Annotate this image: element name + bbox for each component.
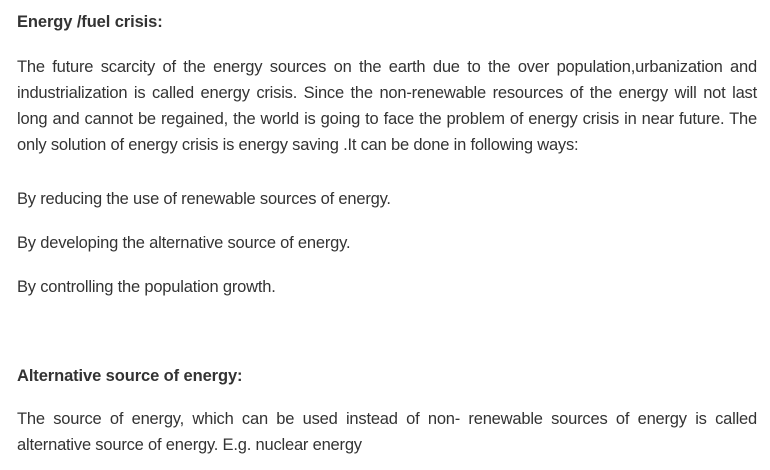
section-heading-energy-crisis: Energy /fuel crisis: [17,13,163,31]
way-item-population-control: By controlling the population growth. [17,278,276,296]
energy-crisis-paragraph: The future scarcity of the energy source… [17,58,757,154]
alternative-source-paragraph: The source of energy, which can be used … [17,410,757,454]
way-item-reduce-renewable: By reducing the use of renewable sources… [17,190,391,208]
section-heading-alternative-source: Alternative source of energy: [17,367,243,385]
way-item-alternative-source: By developing the alternative source of … [17,234,351,252]
